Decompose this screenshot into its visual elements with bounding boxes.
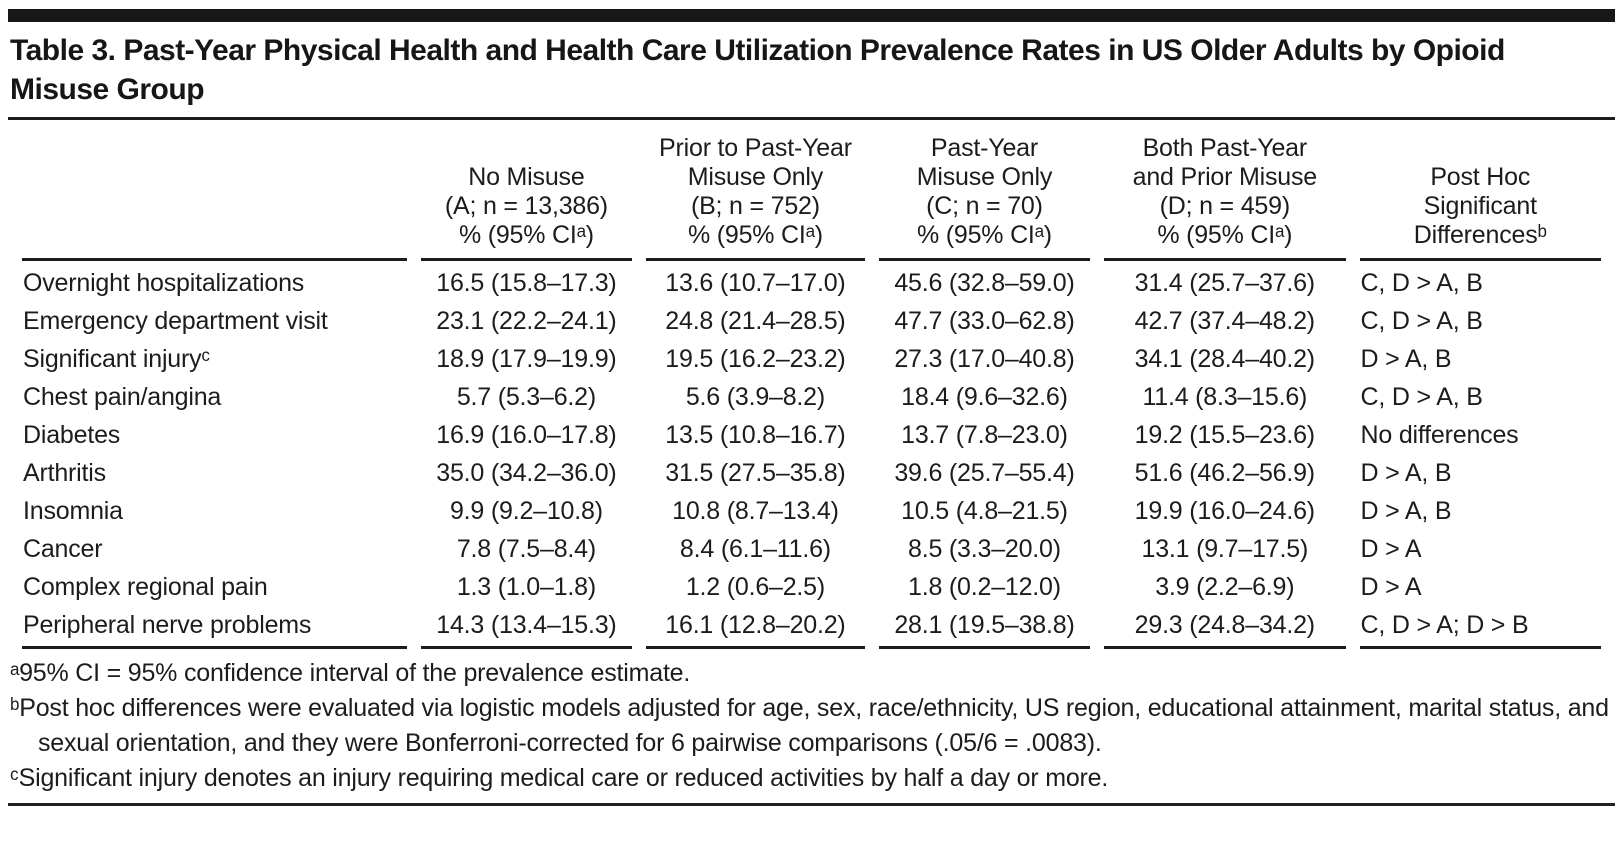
cell-both-misuse: 19.2 (15.5–23.6) — [1134, 421, 1315, 449]
footnotes-block: ᵃ95% CI = 95% confidence interval of the… — [10, 656, 1615, 796]
cell-both-misuse: 13.1 (9.7–17.5) — [1141, 535, 1309, 563]
table-row: Overnight hospitalizations 16.5 (15.8–17… — [22, 261, 1601, 302]
table-row: Significant injuryᶜ 18.9 (17.9–19.9) 19.… — [22, 340, 1601, 378]
row-label: Significant injuryᶜ — [23, 345, 211, 373]
cell-no-misuse: 14.3 (13.4–15.3) — [420, 606, 633, 649]
cell-both-misuse: 31.4 (25.7–37.6) — [1134, 269, 1315, 297]
cell-posthoc: C, D > A, B — [1360, 269, 1483, 297]
row-label: Chest pain/angina — [23, 383, 222, 411]
header-row: No Misuse (A; n = 13,386) % (95% CIᵃ) Pr… — [22, 122, 1601, 261]
cell-prior-misuse: 5.6 (3.9–8.2) — [685, 383, 826, 411]
cell-no-misuse: 7.8 (7.5–8.4) — [456, 535, 596, 563]
table-row: Complex regional pain 1.3 (1.0–1.8) 1.2 … — [22, 568, 1601, 606]
cell-no-misuse: 1.3 (1.0–1.8) — [456, 573, 596, 601]
cell-posthoc: D > A — [1360, 573, 1422, 601]
bottom-rule — [8, 803, 1615, 806]
row-label: Emergency department visit — [23, 307, 328, 335]
cell-posthoc: C, D > A, B — [1360, 383, 1483, 411]
cell-prior-misuse: 8.4 (6.1–11.6) — [679, 535, 831, 563]
top-rule-bar — [8, 9, 1615, 22]
cell-pastyear-misuse: 45.6 (32.8–59.0) — [894, 269, 1075, 297]
cell-both-misuse: 34.1 (28.4–40.2) — [1134, 345, 1315, 373]
cell-pastyear-misuse: 39.6 (25.7–55.4) — [894, 459, 1075, 487]
header-no-misuse: No Misuse (A; n = 13,386) % (95% CIᵃ) — [420, 122, 633, 261]
row-label: Peripheral nerve problems — [22, 606, 407, 649]
cell-no-misuse: 9.9 (9.2–10.8) — [449, 497, 603, 525]
table-row: Insomnia 9.9 (9.2–10.8) 10.8 (8.7–13.4) … — [22, 492, 1601, 530]
cell-prior-misuse: 10.8 (8.7–13.4) — [672, 497, 839, 525]
cell-both-misuse: 42.7 (37.4–48.2) — [1134, 307, 1315, 335]
cell-no-misuse: 23.1 (22.2–24.1) — [436, 307, 617, 335]
cell-prior-misuse: 19.5 (16.2–23.2) — [665, 345, 846, 373]
cell-prior-misuse: 24.8 (21.4–28.5) — [665, 307, 846, 335]
footnote-c: ᶜSignificant injury denotes an injury re… — [10, 764, 1109, 792]
header-posthoc: Post Hoc Significant Differencesᵇ — [1359, 122, 1601, 261]
table-row: Diabetes 16.9 (16.0–17.8) 13.5 (10.8–16.… — [22, 416, 1601, 454]
cell-pastyear-misuse: 13.7 (7.8–23.0) — [901, 421, 1068, 449]
cell-pastyear-misuse: 1.8 (0.2–12.0) — [908, 573, 1061, 601]
cell-both-misuse: 29.3 (24.8–34.2) — [1104, 606, 1346, 649]
title-rule — [8, 117, 1615, 120]
cell-posthoc: D > A, B — [1360, 345, 1452, 373]
table-title: Table 3. Past-Year Physical Health and H… — [10, 34, 1505, 106]
cell-prior-misuse: 1.2 (0.6–2.5) — [685, 573, 826, 601]
cell-no-misuse: 18.9 (17.9–19.9) — [436, 345, 617, 373]
row-label: Overnight hospitalizations — [23, 269, 305, 297]
row-label: Complex regional pain — [23, 573, 268, 601]
row-label: Cancer — [23, 535, 103, 563]
header-pastyear-misuse-only: Past-Year Misuse Only (C; n = 70) % (95%… — [878, 122, 1091, 261]
cell-no-misuse: 35.0 (34.2–36.0) — [436, 459, 617, 487]
cell-posthoc: D > A — [1360, 535, 1422, 563]
cell-both-misuse: 19.9 (16.0–24.6) — [1134, 497, 1315, 525]
cell-prior-misuse: 13.6 (10.7–17.0) — [665, 269, 846, 297]
header-prior-misuse-only: Prior to Past-Year Misuse Only (B; n = 7… — [646, 122, 865, 261]
cell-no-misuse: 16.9 (16.0–17.8) — [436, 421, 617, 449]
cell-posthoc: C, D > A, B — [1360, 307, 1483, 335]
cell-no-misuse: 5.7 (5.3–6.2) — [456, 383, 596, 411]
cell-posthoc: No differences — [1360, 421, 1519, 449]
row-label: Arthritis — [23, 459, 106, 487]
header-both-misuse: Both Past-Year and Prior Misuse (D; n = … — [1104, 122, 1346, 261]
cell-posthoc: D > A, B — [1360, 459, 1452, 487]
cell-prior-misuse: 31.5 (27.5–35.8) — [665, 459, 846, 487]
cell-both-misuse: 51.6 (46.2–56.9) — [1134, 459, 1315, 487]
table-row: Arthritis 35.0 (34.2–36.0) 31.5 (27.5–35… — [22, 454, 1601, 492]
cell-posthoc: C, D > A; D > B — [1359, 606, 1601, 649]
cell-pastyear-misuse: 28.1 (19.5–38.8) — [878, 606, 1091, 649]
cell-posthoc: D > A, B — [1360, 497, 1452, 525]
row-label: Diabetes — [23, 421, 121, 449]
table-row: Cancer 7.8 (7.5–8.4) 8.4 (6.1–11.6) 8.5 … — [22, 530, 1601, 568]
cell-no-misuse: 16.5 (15.8–17.3) — [436, 269, 617, 297]
cell-both-misuse: 11.4 (8.3–15.6) — [1142, 383, 1308, 411]
cell-pastyear-misuse: 18.4 (9.6–32.6) — [901, 383, 1068, 411]
cell-pastyear-misuse: 47.7 (33.0–62.8) — [894, 307, 1075, 335]
footnote-a: ᵃ95% CI = 95% confidence interval of the… — [10, 659, 691, 687]
cell-pastyear-misuse: 27.3 (17.0–40.8) — [894, 345, 1075, 373]
table-row: Emergency department visit 23.1 (22.2–24… — [22, 302, 1601, 340]
cell-prior-misuse: 16.1 (12.8–20.2) — [646, 606, 865, 649]
row-label: Insomnia — [23, 497, 123, 525]
header-row-label — [22, 122, 407, 261]
table-row: Chest pain/angina 5.7 (5.3–6.2) 5.6 (3.9… — [22, 378, 1601, 416]
table-row: Peripheral nerve problems 14.3 (13.4–15.… — [22, 606, 1601, 649]
cell-pastyear-misuse: 10.5 (4.8–21.5) — [901, 497, 1068, 525]
cell-both-misuse: 3.9 (2.2–6.9) — [1155, 573, 1295, 601]
footnote-b: ᵇPost hoc differences were evaluated via… — [10, 694, 1609, 757]
cell-prior-misuse: 13.5 (10.8–16.7) — [665, 421, 846, 449]
prevalence-table: No Misuse (A; n = 13,386) % (95% CIᵃ) Pr… — [8, 122, 1615, 649]
cell-pastyear-misuse: 8.5 (3.3–20.0) — [908, 535, 1061, 563]
